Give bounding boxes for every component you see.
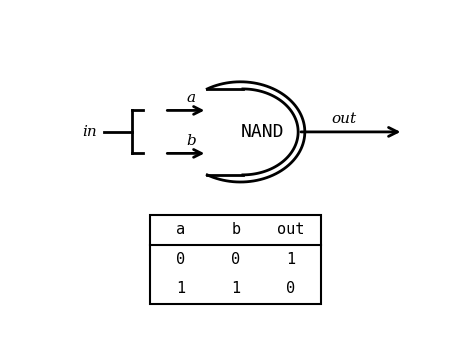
Text: 0: 0	[231, 252, 240, 267]
Text: 0: 0	[176, 252, 185, 267]
Text: out: out	[276, 222, 303, 237]
Text: b: b	[186, 134, 196, 148]
Text: b: b	[231, 222, 240, 237]
FancyBboxPatch shape	[150, 215, 320, 304]
Text: a: a	[176, 222, 185, 237]
Text: a: a	[186, 91, 196, 105]
Text: 1: 1	[231, 282, 240, 297]
Text: 1: 1	[176, 282, 185, 297]
Text: out: out	[330, 112, 355, 126]
Text: 0: 0	[285, 282, 294, 297]
Text: 1: 1	[285, 252, 294, 267]
Text: in: in	[82, 125, 96, 139]
Text: NAND: NAND	[240, 123, 283, 141]
